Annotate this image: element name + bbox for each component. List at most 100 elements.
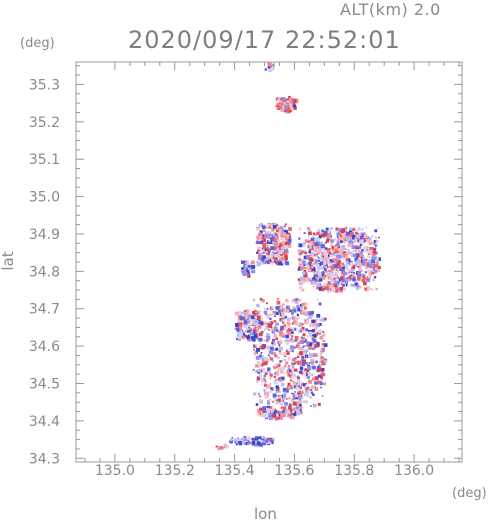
radar-cell	[288, 339, 292, 343]
radar-cell	[303, 251, 306, 254]
radar-cell	[329, 284, 333, 289]
radar-cell	[350, 241, 354, 245]
radar-cell	[261, 318, 264, 320]
radar-cell	[278, 235, 280, 238]
radar-cell	[297, 412, 301, 416]
radar-cell	[281, 102, 284, 106]
radar-cell	[376, 268, 379, 271]
radar-cell	[299, 260, 303, 264]
radar-cell	[282, 352, 287, 356]
radar-cell	[261, 413, 264, 415]
radar-cell	[303, 357, 307, 361]
radar-cell	[247, 263, 252, 268]
radar-cell	[350, 253, 353, 256]
radar-cell	[297, 374, 300, 377]
radar-cell	[312, 285, 315, 288]
radar-cell	[371, 252, 376, 257]
radar-cell	[300, 348, 305, 352]
radar-cell	[367, 269, 370, 273]
radar-cell	[320, 386, 322, 389]
radar-cell	[318, 263, 321, 266]
radar-cell	[357, 227, 361, 231]
radar-cell	[269, 313, 273, 317]
radar-cell	[283, 358, 286, 361]
radar-cell	[310, 252, 314, 255]
radar-cell	[272, 400, 274, 403]
radar-cell	[316, 238, 320, 242]
radar-cell	[290, 338, 293, 340]
radar-cell	[334, 257, 339, 262]
radar-cell	[316, 333, 318, 335]
radar-cell	[281, 240, 285, 244]
radar-cell	[308, 315, 312, 319]
radar-cell	[241, 441, 244, 443]
radar-cell	[291, 358, 295, 362]
radar-cell	[303, 306, 307, 310]
radar-cell	[322, 357, 326, 361]
radar-cell	[329, 275, 334, 280]
radar-cell	[240, 320, 244, 324]
radar-cell	[282, 393, 287, 398]
radar-cell	[269, 406, 273, 409]
radar-cell	[360, 279, 363, 281]
radar-cell	[281, 243, 285, 247]
radar-cell	[330, 261, 332, 263]
radar-cell	[261, 362, 266, 366]
radar-cell	[242, 324, 244, 326]
radar-cell	[371, 288, 374, 291]
radar-cell	[290, 412, 294, 416]
radar-cell	[352, 275, 355, 278]
radar-cell	[256, 235, 260, 239]
radar-cell	[337, 236, 340, 239]
radar-cell	[306, 384, 309, 387]
radar-cell	[368, 236, 372, 241]
radar-cell	[366, 246, 369, 249]
radar-cell	[279, 402, 283, 406]
radar-cell	[306, 343, 311, 347]
radar-cell	[244, 260, 246, 263]
radar-cell	[303, 266, 307, 270]
radar-cell	[278, 309, 282, 313]
radar-cell	[249, 314, 252, 318]
radar-cell	[360, 249, 364, 252]
radar-cell	[316, 323, 320, 327]
radar-cell	[303, 350, 307, 354]
radar-cell	[310, 391, 314, 395]
radar-cell	[305, 400, 308, 403]
radar-cell	[363, 262, 366, 266]
radar-cell	[314, 353, 318, 357]
radar-cell	[279, 97, 282, 100]
radar-cell	[335, 280, 339, 285]
radar-cell	[284, 315, 287, 319]
radar-cell	[295, 402, 300, 407]
radar-cell	[283, 102, 286, 105]
radar-cell	[220, 446, 224, 450]
radar-cell	[308, 333, 312, 338]
radar-cell	[311, 280, 316, 285]
radar-cell	[352, 253, 357, 258]
radar-cell	[302, 359, 306, 364]
radar-cell	[245, 263, 248, 265]
radar-cell	[350, 271, 353, 274]
radar-cell	[316, 252, 318, 255]
radar-cell	[282, 413, 286, 417]
radar-cell	[358, 226, 361, 228]
radar-cell	[287, 243, 291, 247]
radar-cell	[252, 330, 257, 335]
radar-cell	[332, 277, 336, 281]
radar-cell	[243, 436, 246, 439]
radar-cell	[289, 329, 293, 332]
radar-cell	[302, 271, 306, 275]
radar-cell	[247, 329, 251, 333]
radar-cell	[298, 385, 300, 388]
radar-cell	[258, 235, 262, 239]
radar-cell	[275, 401, 278, 405]
radar-cell	[364, 287, 368, 291]
radar-cell	[270, 309, 272, 312]
radar-cell	[284, 254, 288, 259]
radar-cell	[297, 392, 300, 395]
radar-cell	[314, 376, 319, 381]
radar-cell	[366, 277, 369, 280]
radar-cell	[255, 403, 259, 406]
radar-cell	[267, 329, 270, 331]
